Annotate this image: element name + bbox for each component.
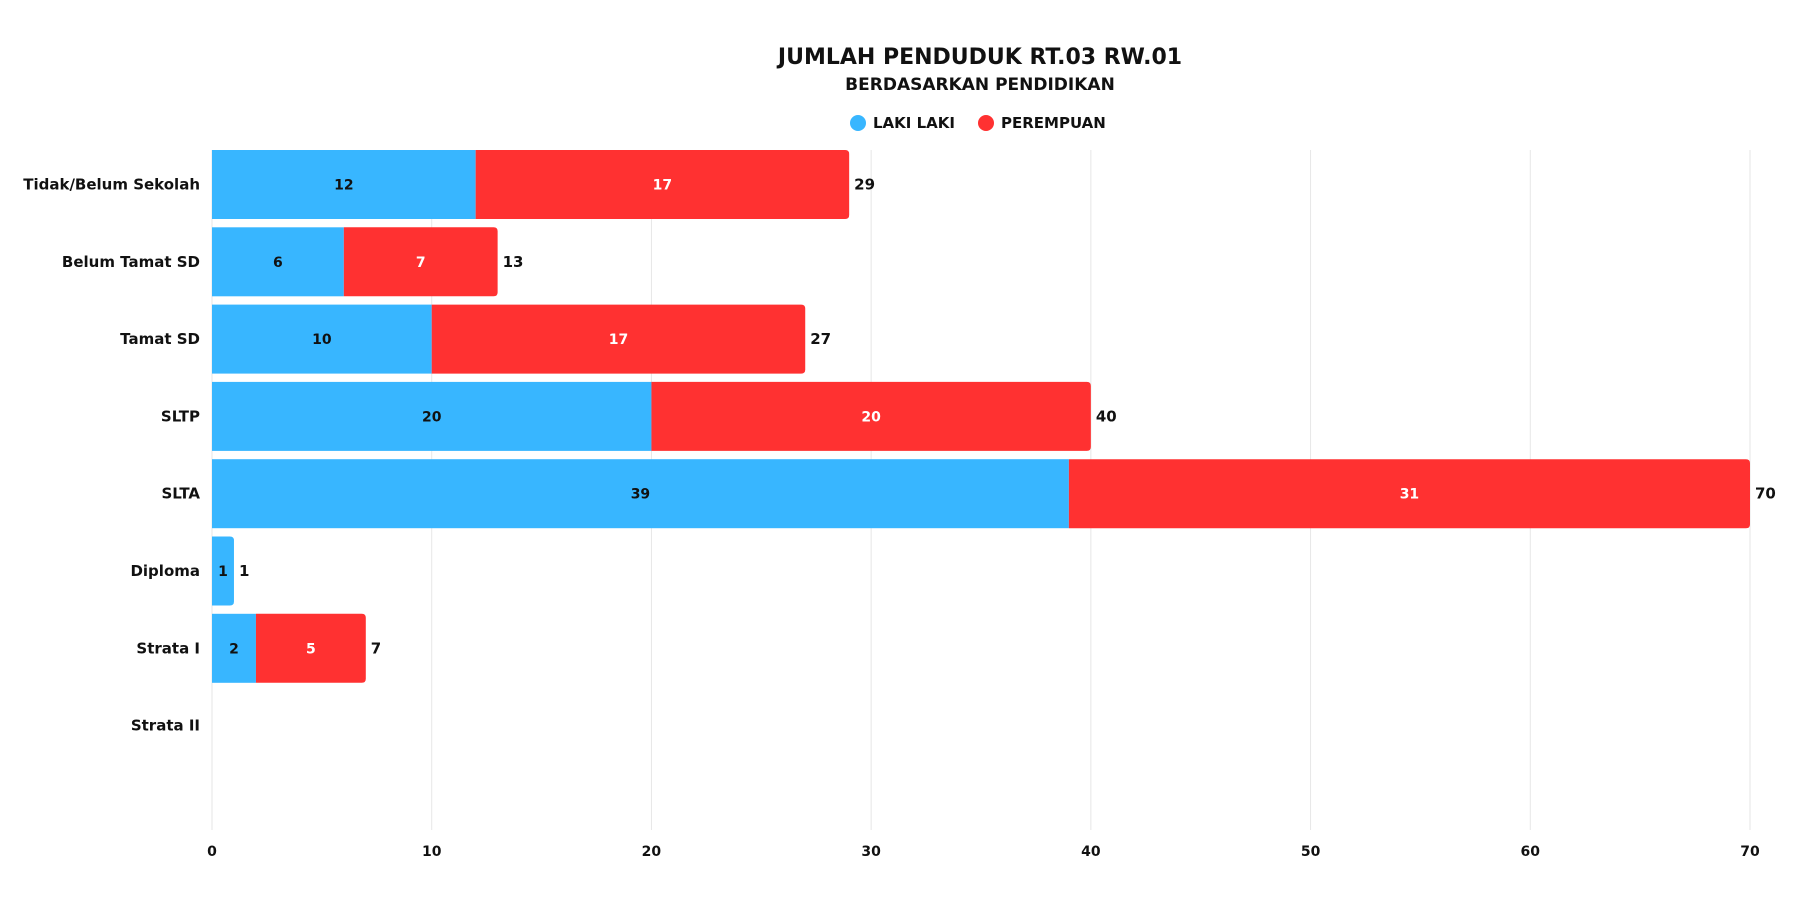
category-label: Strata I	[136, 639, 200, 657]
bar-segment	[475, 150, 850, 219]
x-tick-label: 0	[207, 844, 217, 860]
bar-total-label: 7	[371, 639, 381, 657]
bar-total-label: 70	[1755, 485, 1776, 503]
bar-total-label: 29	[854, 176, 875, 194]
bar-value-label: 1	[218, 564, 228, 580]
bar-total-label: 27	[810, 330, 831, 348]
bar-segment	[212, 613, 256, 683]
category-label: Diploma	[130, 562, 200, 580]
bar-segment	[651, 381, 1091, 451]
x-tick-label: 70	[1740, 844, 1760, 860]
x-axis-ticks: 0 10 20 30 40 50 60 70	[207, 844, 1760, 860]
bar-segment	[431, 304, 806, 374]
category-label: Strata II	[131, 717, 200, 735]
bar-value-label: 6	[273, 255, 283, 271]
bar-value-label: 31	[1400, 487, 1419, 503]
x-tick-label: 50	[1301, 844, 1321, 860]
bar-value-label: 20	[861, 409, 881, 425]
category-label: Belum Tamat SD	[62, 253, 200, 271]
bar-value-label: 39	[631, 487, 650, 503]
category-label: SLTA	[161, 485, 200, 503]
bar-value-label: 20	[422, 409, 442, 425]
bar-total-label: 13	[503, 253, 524, 271]
bar-value-label: 10	[312, 332, 332, 348]
bar-total-label: 40	[1096, 407, 1117, 425]
bar-segment	[212, 381, 652, 451]
bar-segment	[212, 227, 344, 297]
chart-title: JUMLAH PENDUDUK RT.03 RW.01	[776, 45, 1182, 70]
bar-value-label: 12	[334, 178, 353, 194]
category-label: Tidak/Belum Sekolah	[23, 176, 200, 194]
bar-segment	[212, 536, 234, 606]
bar-segment	[255, 613, 366, 683]
legend-label: LAKI LAKI	[873, 114, 955, 132]
bar-value-label: 17	[653, 178, 672, 194]
bar-segment	[212, 304, 432, 374]
bar-segment	[1068, 459, 1750, 529]
x-tick-label: 40	[1081, 844, 1101, 860]
x-tick-label: 20	[642, 844, 662, 860]
bar-segment	[343, 227, 498, 297]
bar-segment	[212, 459, 1069, 529]
chart-legend: LAKI LAKI PEREMPUAN	[850, 114, 1106, 132]
category-label: SLTP	[161, 407, 200, 425]
x-tick-label: 30	[861, 844, 881, 860]
x-tick-label: 60	[1521, 844, 1541, 860]
bar-value-label: 2	[229, 641, 239, 657]
bar-segment	[212, 150, 476, 219]
bar-value-label: 5	[306, 641, 316, 657]
chart-subtitle: BERDASARKAN PENDIDIKAN	[845, 75, 1115, 95]
bar-total-label: 1	[239, 562, 249, 580]
category-label: Tamat SD	[120, 330, 200, 348]
legend-swatch	[850, 115, 866, 131]
bar-value-label: 7	[416, 255, 426, 271]
bar-value-label: 17	[609, 332, 628, 348]
x-tick-label: 10	[422, 844, 442, 860]
legend-label: PEREMPUAN	[1001, 114, 1106, 132]
legend-swatch	[978, 115, 994, 131]
category-labels: Tidak/Belum Sekolah Belum Tamat SD Tamat S…	[23, 176, 200, 735]
